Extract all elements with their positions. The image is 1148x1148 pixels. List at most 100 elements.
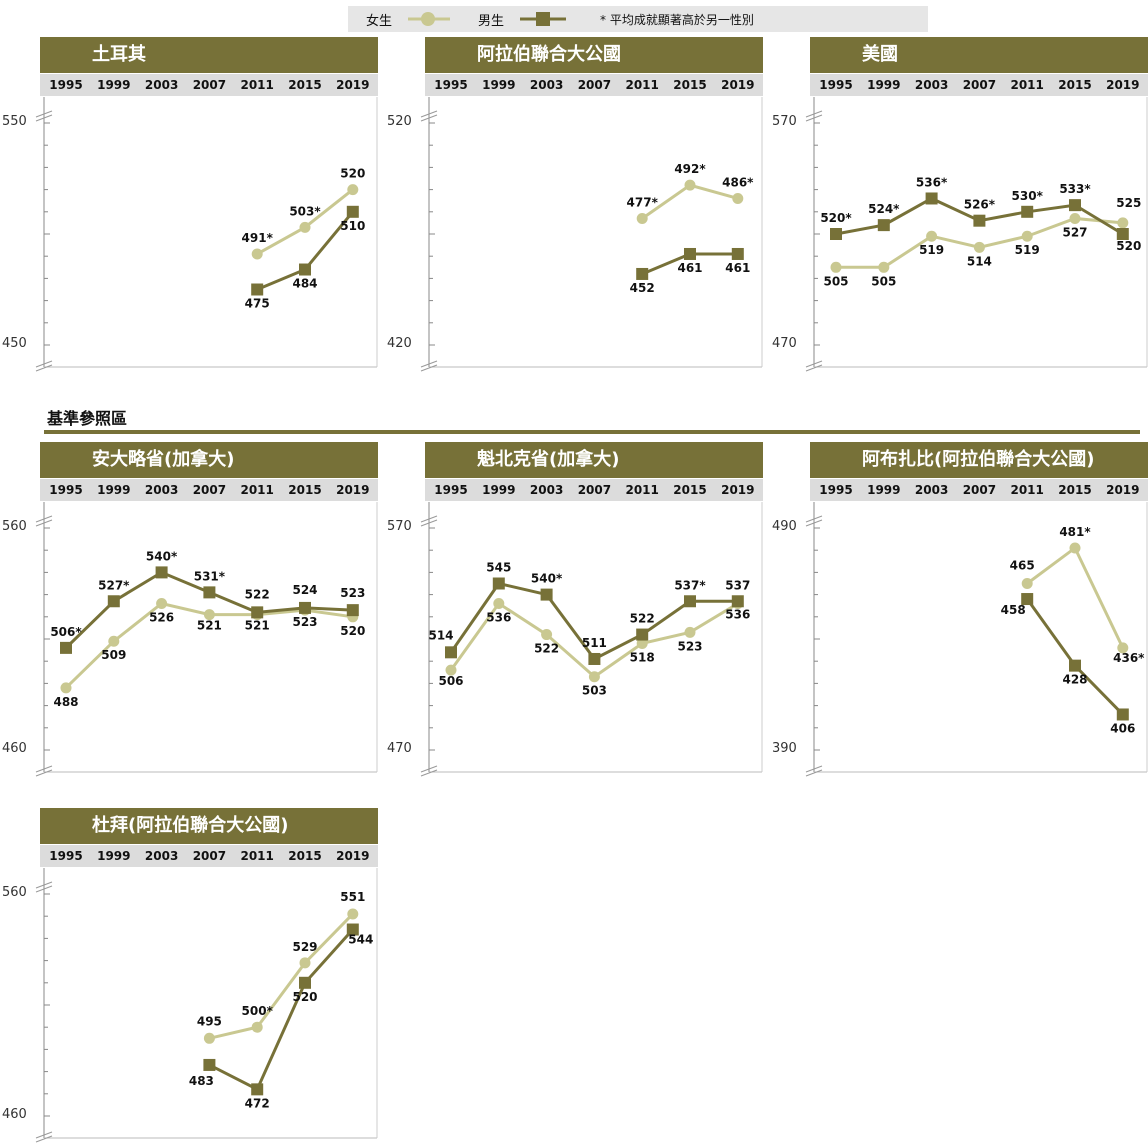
x-tick-label: 2019 <box>336 849 370 863</box>
data-label: 537* <box>674 578 706 592</box>
female-data-point <box>1069 212 1081 224</box>
male-data-point <box>492 577 505 590</box>
data-label: 475 <box>245 297 270 311</box>
benchmark-divider <box>44 430 1140 434</box>
data-label: 488 <box>53 695 78 709</box>
female-data-point <box>203 1032 215 1044</box>
x-tick-label: 1995 <box>49 78 83 92</box>
line-chart: 477* 492* 486* 452 461 461 <box>420 37 763 372</box>
data-label: 522 <box>245 587 270 601</box>
x-tick-label: 1999 <box>97 78 131 92</box>
female-data-point <box>1117 217 1129 229</box>
legend: 女生 男生 * 平均成就顯著高於另一性別 <box>348 6 928 32</box>
chart-title: 安大略省(加拿大) <box>92 449 235 470</box>
male-data-point <box>251 1083 264 1096</box>
x-tick-label: 1999 <box>97 849 131 863</box>
chart-title: 土耳其 <box>92 44 146 65</box>
male-data-point <box>636 267 649 280</box>
x-tick-label: 2011 <box>625 483 659 497</box>
y-tick-label: 560 <box>2 519 27 534</box>
male-data-point <box>925 192 938 205</box>
chart-panel: 488 509 526 521 521 523 520 506* 527* 540* 531* 522… <box>2 442 380 782</box>
x-tick-label: 2015 <box>673 78 707 92</box>
data-label: 514 <box>967 254 992 268</box>
data-label: 521 <box>245 619 270 633</box>
line-chart: 465 481* 436* 458 428 406 <box>805 442 1148 777</box>
axis-break-mark <box>35 769 53 777</box>
title-bar <box>425 37 763 73</box>
male-data-point <box>445 646 457 659</box>
x-tick-label: 2003 <box>144 849 179 863</box>
data-label: 458 <box>1001 603 1026 617</box>
data-label: 544 <box>348 933 373 947</box>
male-data-point <box>203 1058 216 1071</box>
male-data-point <box>60 641 72 654</box>
axis-break-mark <box>420 515 438 523</box>
year-bar <box>810 74 1148 96</box>
male-series-line <box>208 928 354 1092</box>
x-tick-label: 2011 <box>625 78 659 92</box>
data-label: 530* <box>1012 189 1044 203</box>
axis-break-mark <box>35 114 53 122</box>
chart-panel: 477* 492* 486* 452 461 461 阿拉伯聯合大公國 1995 1999 200… <box>387 37 765 377</box>
data-label: 537 <box>725 578 750 592</box>
axis-break-mark <box>35 364 53 372</box>
axis-break-mark <box>35 110 53 118</box>
y-tick-label: 450 <box>2 336 27 351</box>
y-tick-label: 570 <box>772 114 797 129</box>
data-label: 540* <box>146 549 178 563</box>
year-bar <box>425 74 763 96</box>
x-tick-label: 2007 <box>962 483 997 497</box>
x-tick-label: 2007 <box>192 849 227 863</box>
data-label: 495 <box>197 1014 222 1028</box>
data-label: 523 <box>292 615 317 629</box>
male-data-point <box>731 247 744 260</box>
axis-break-mark <box>420 769 438 777</box>
benchmark-heading: 基準參照區 <box>47 409 128 428</box>
data-label: 452 <box>630 281 655 295</box>
year-bar <box>40 845 378 867</box>
x-tick-label: 2015 <box>673 483 707 497</box>
chart-title: 杜拜(阿拉伯聯合大公國) <box>92 815 289 836</box>
data-label: 465 <box>1010 559 1035 573</box>
male-data-point <box>1069 659 1081 672</box>
y-tick-label: 420 <box>387 336 412 351</box>
x-tick-label: 2011 <box>240 483 274 497</box>
y-tick-label: 550 <box>2 114 27 129</box>
legend-male-label: 男生 <box>478 14 505 29</box>
x-tick-label: 2019 <box>721 78 755 92</box>
axis-break-mark <box>805 519 823 527</box>
data-label: 436* <box>1113 651 1145 665</box>
female-series-line <box>209 912 354 1040</box>
data-label: 551 <box>340 890 365 904</box>
data-label: 536* <box>916 175 948 189</box>
title-bar <box>810 442 1148 478</box>
data-label: 520* <box>820 211 852 225</box>
axis-break-mark <box>805 769 823 777</box>
data-label: 486* <box>722 175 754 189</box>
male-data-point <box>684 247 696 260</box>
male-data-point <box>1116 708 1129 721</box>
x-tick-label: 2003 <box>529 78 564 92</box>
female-data-point <box>251 1021 263 1033</box>
y-tick-label: 520 <box>387 114 412 129</box>
axis-break-mark <box>420 114 438 122</box>
x-tick-label: 2011 <box>1010 483 1044 497</box>
female-data-point <box>684 179 696 191</box>
legend-markers <box>408 12 566 26</box>
line-chart: 495 500* 529 551 483 472 520 544 <box>35 808 378 1143</box>
x-tick-label: 2003 <box>144 483 179 497</box>
data-label: 526 <box>149 610 174 624</box>
axis-break-mark <box>420 110 438 118</box>
male-data-point <box>107 595 120 608</box>
axis-break-mark <box>805 110 823 118</box>
male-data-point <box>540 588 553 601</box>
x-tick-label: 1999 <box>482 78 516 92</box>
female-data-point <box>878 261 890 273</box>
y-tick-label: 470 <box>387 741 412 756</box>
data-label: 533* <box>1059 182 1091 196</box>
axis-break-mark <box>35 519 53 527</box>
data-label: 519 <box>919 243 944 257</box>
data-label: 505 <box>871 274 896 288</box>
axis-break-mark <box>35 881 53 889</box>
